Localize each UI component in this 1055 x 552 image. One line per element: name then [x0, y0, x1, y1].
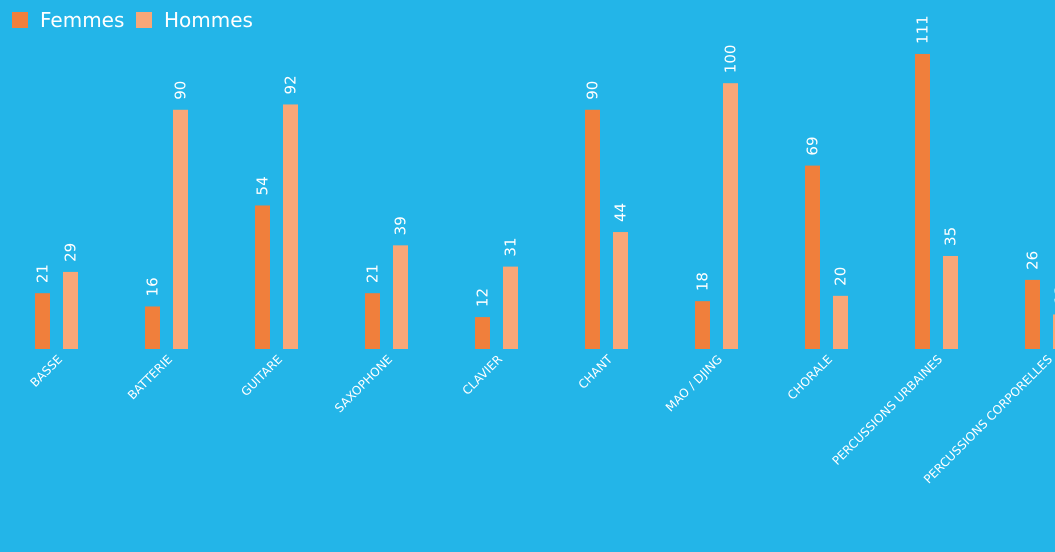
category-label-0: BASSE — [27, 352, 65, 390]
bar-femmes-0 — [35, 293, 50, 349]
bar-femmes-1 — [145, 306, 160, 349]
bar-hommes-5 — [613, 232, 628, 349]
legend-label-0: Femmes — [40, 8, 124, 32]
value-labels: 21 29 16 90 54 92 21 39 12 31 90 44 18 100 69 20 111 35 26… — [34, 15, 1055, 307]
bar-femmes-2 — [255, 205, 270, 349]
data-label-femmes-3: 21 — [364, 264, 382, 283]
bar-femmes-8 — [915, 53, 930, 349]
legend-label-1: Hommes — [164, 8, 253, 32]
category-label-5: CHANT — [576, 352, 616, 392]
category-label-1: BATTERIE — [125, 352, 175, 402]
bar-hommes-6 — [723, 83, 738, 349]
category-label-8: PERCUSSIONS URBAINES — [829, 352, 945, 468]
bar-femmes-3 — [365, 293, 380, 349]
bar-hommes-4 — [503, 266, 518, 349]
bar-femmes-4 — [475, 317, 490, 349]
data-label-femmes-5: 90 — [584, 81, 602, 100]
bar-hommes-2 — [283, 104, 298, 350]
data-label-femmes-6: 18 — [694, 272, 712, 291]
bar-hommes-9 — [1053, 314, 1055, 349]
data-label-hommes-7: 20 — [832, 267, 850, 286]
category-label-9: PERCUSSIONS CORPORELLES — [921, 352, 1055, 486]
category-label-6: MAO / DJING — [663, 352, 725, 414]
bars — [35, 53, 1055, 350]
data-label-hommes-0: 29 — [62, 243, 80, 262]
data-label-hommes-8: 35 — [942, 227, 960, 246]
data-label-femmes-2: 54 — [254, 176, 272, 195]
bar-hommes-0 — [63, 271, 78, 349]
category-label-2: GUITARE — [238, 352, 285, 399]
bar-femmes-6 — [695, 301, 710, 349]
category-labels: BASSE BATTERIE GUITARE SAXOPHONE CLAVIER CHAN… — [27, 352, 1055, 487]
data-label-femmes-7: 69 — [804, 137, 822, 156]
category-label-4: CLAVIER — [460, 352, 506, 398]
bar-femmes-9 — [1025, 279, 1040, 349]
data-label-femmes-0: 21 — [34, 264, 52, 283]
data-label-femmes-9: 26 — [1024, 251, 1042, 270]
data-label-hommes-4: 31 — [502, 238, 520, 257]
data-label-hommes-6: 100 — [722, 45, 740, 74]
category-label-7: CHORALE — [785, 352, 835, 402]
data-label-hommes-1: 90 — [172, 81, 190, 100]
data-label-hommes-2: 92 — [282, 75, 300, 94]
bar-hommes-3 — [393, 245, 408, 349]
bar-hommes-7 — [833, 295, 848, 349]
legend-swatch-0 — [12, 12, 28, 28]
legend: Femmes Hommes — [12, 8, 253, 32]
data-label-hommes-9: 13 — [1052, 285, 1055, 304]
legend-swatch-1 — [136, 12, 152, 28]
bar-hommes-1 — [173, 109, 188, 349]
bar-femmes-7 — [805, 165, 820, 349]
data-label-hommes-3: 39 — [392, 216, 410, 235]
category-label-3: SAXOPHONE — [332, 352, 395, 415]
bar-hommes-8 — [943, 255, 958, 349]
data-label-femmes-4: 12 — [474, 288, 492, 307]
data-label-femmes-8: 111 — [914, 15, 932, 44]
data-label-femmes-1: 16 — [144, 277, 162, 296]
data-label-hommes-5: 44 — [612, 203, 630, 222]
bar-femmes-5 — [585, 109, 600, 349]
